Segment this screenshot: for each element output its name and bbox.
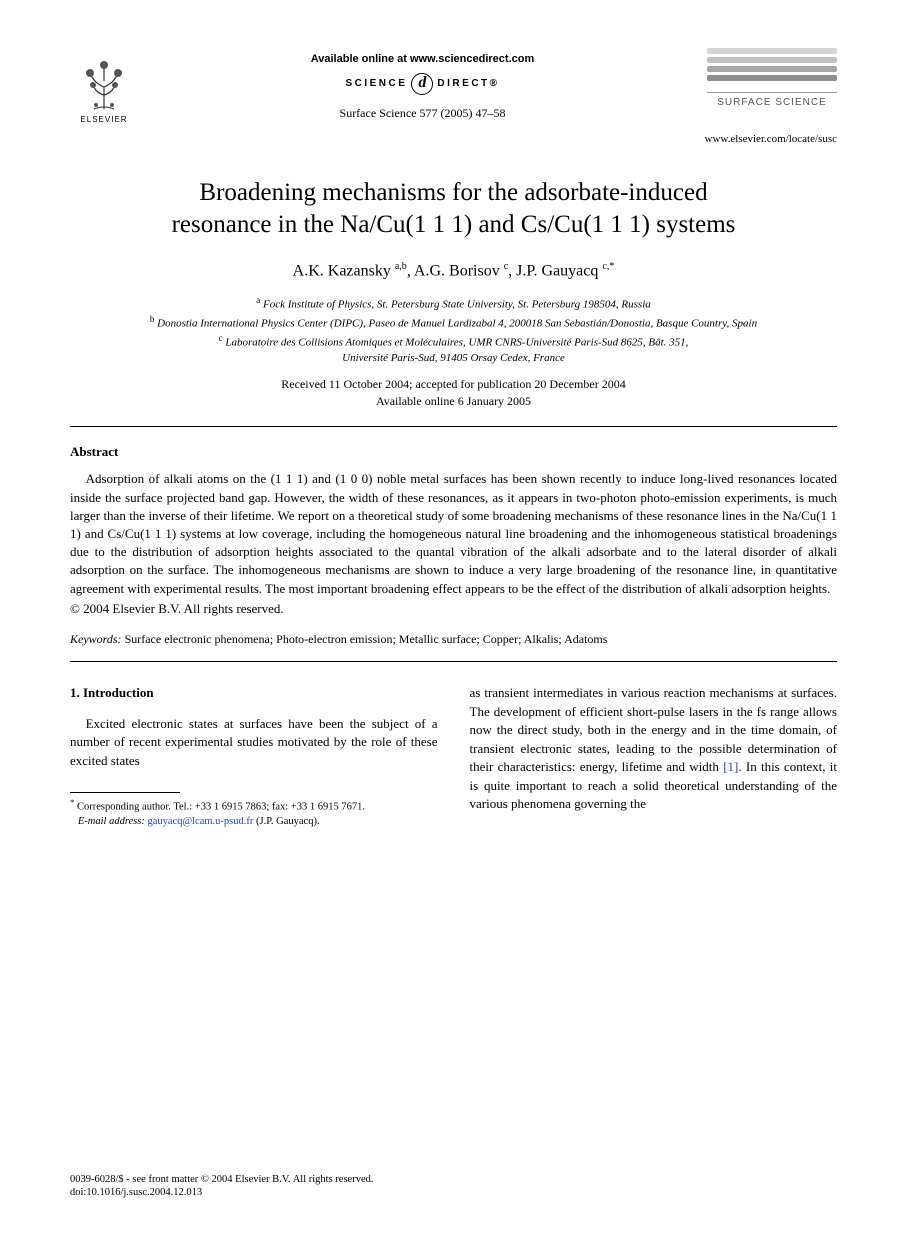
abstract-heading: Abstract bbox=[70, 443, 837, 461]
right-column: as transient intermediates in various re… bbox=[470, 684, 838, 829]
left-column: 1. Introduction Excited electronic state… bbox=[70, 684, 438, 829]
footnote-rule bbox=[70, 792, 180, 793]
title-line-2: resonance in the Na/Cu(1 1 1) and Cs/Cu(… bbox=[172, 211, 736, 238]
author-1: A.K. Kazansky bbox=[293, 262, 395, 279]
email-label: E-mail address: bbox=[78, 816, 145, 827]
copyright-line: © 2004 Elsevier B.V. All rights reserved… bbox=[70, 600, 837, 618]
journal-badge: SURFACE SCIENCE bbox=[707, 48, 837, 110]
dates-line-2: Available online 6 January 2005 bbox=[70, 393, 837, 410]
email-tail: (J.P. Gauyacq). bbox=[253, 816, 319, 827]
author-3-aff: c,* bbox=[602, 261, 614, 272]
publisher-name: ELSEVIER bbox=[80, 115, 127, 126]
footer-line-2: doi:10.1016/j.susc.2004.12.013 bbox=[70, 1186, 837, 1200]
science-direct-logo: SCIENCE d DIRECT® bbox=[138, 73, 707, 95]
journal-badge-title: SURFACE SCIENCE bbox=[707, 92, 837, 110]
author-1-aff: a,b bbox=[395, 261, 407, 272]
center-header: Available online at www.sciencedirect.co… bbox=[138, 48, 707, 121]
intro-right-para: as transient intermediates in various re… bbox=[470, 684, 838, 813]
affiliation-b: b Donostia International Physics Center … bbox=[70, 313, 837, 332]
rule-bottom bbox=[70, 661, 837, 662]
ref-1-link[interactable]: [1] bbox=[723, 759, 738, 774]
affiliations: a Fock Institute of Physics, St. Petersb… bbox=[70, 294, 837, 367]
keywords-line: Keywords: Surface electronic phenomena; … bbox=[70, 631, 837, 647]
page-footer: 0039-6028/$ - see front matter © 2004 El… bbox=[70, 1173, 837, 1200]
corresponding-footnote: * Corresponding author. Tel.: +33 1 6915… bbox=[70, 797, 438, 815]
rule-top bbox=[70, 426, 837, 427]
elsevier-logo: ELSEVIER bbox=[70, 48, 138, 126]
abstract-body: Adsorption of alkali atoms on the (1 1 1… bbox=[70, 470, 837, 597]
aff-b-text: Donostia International Physics Center (D… bbox=[154, 317, 757, 329]
affiliation-c: c Laboratoire des Collisions Atomiques e… bbox=[70, 332, 837, 351]
dates-line-1: Received 11 October 2004; accepted for p… bbox=[70, 376, 837, 393]
section-1-heading: 1. Introduction bbox=[70, 684, 438, 702]
keywords-text: Surface electronic phenomena; Photo-elec… bbox=[122, 632, 608, 646]
available-online-text: Available online at www.sciencedirect.co… bbox=[138, 52, 707, 67]
author-3: , J.P. Gauyacq bbox=[508, 262, 602, 279]
sd-orb-icon: d bbox=[411, 73, 433, 95]
corr-text: Corresponding author. Tel.: +33 1 6915 7… bbox=[74, 802, 365, 813]
article-title: Broadening mechanisms for the adsorbate-… bbox=[90, 177, 817, 242]
email-footnote: E-mail address: gauyacq@lcam.u-psud.fr (… bbox=[70, 815, 438, 829]
keywords-label: Keywords: bbox=[70, 632, 122, 646]
email-link[interactable]: gauyacq@lcam.u-psud.fr bbox=[145, 816, 254, 827]
intro-left-para: Excited electronic states at surfaces ha… bbox=[70, 715, 438, 770]
body-columns: 1. Introduction Excited electronic state… bbox=[70, 684, 837, 829]
locate-url: www.elsevier.com/locate/susc bbox=[70, 132, 837, 147]
title-line-1: Broadening mechanisms for the adsorbate-… bbox=[199, 179, 707, 206]
authors-line: A.K. Kazansky a,b, A.G. Borisov c, J.P. … bbox=[70, 260, 837, 282]
affiliation-a: a Fock Institute of Physics, St. Petersb… bbox=[70, 294, 837, 313]
badge-bars-icon bbox=[707, 48, 837, 88]
affiliation-c-2: Université Paris-Sud, 91405 Orsay Cedex,… bbox=[70, 351, 837, 366]
dates-block: Received 11 October 2004; accepted for p… bbox=[70, 376, 837, 410]
header-row: ELSEVIER Available online at www.science… bbox=[70, 48, 837, 126]
elsevier-tree-icon bbox=[76, 61, 132, 113]
sd-left: SCIENCE bbox=[345, 77, 407, 91]
sd-right: DIRECT® bbox=[437, 77, 499, 91]
author-2: , A.G. Borisov bbox=[407, 262, 504, 279]
aff-c-text-1: Laboratoire des Collisions Atomiques et … bbox=[223, 337, 689, 349]
aff-a-text: Fock Institute of Physics, St. Petersbur… bbox=[260, 298, 651, 310]
footer-line-1: 0039-6028/$ - see front matter © 2004 El… bbox=[70, 1173, 837, 1187]
citation-line: Surface Science 577 (2005) 47–58 bbox=[138, 105, 707, 121]
